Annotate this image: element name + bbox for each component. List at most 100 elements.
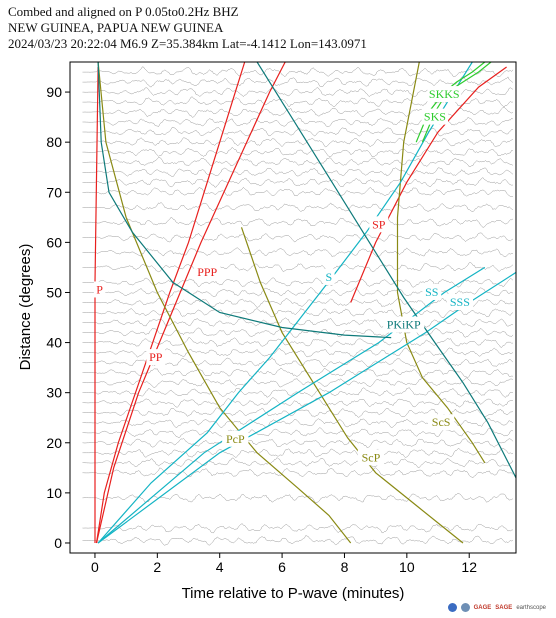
phase-curve-ppp [95, 62, 286, 544]
seismic-trace-27 [82, 201, 513, 213]
y-tick-label: 70 [46, 184, 62, 200]
phase-label-bg [427, 86, 462, 103]
phase-label-scp: ScP [357, 449, 385, 466]
phase-label-sp: SP [369, 216, 389, 233]
seismic-trace-34 [82, 126, 513, 137]
phase-label-text: PcP [226, 432, 245, 446]
seismic-trace-6 [82, 437, 514, 448]
seismic-trace-29 [82, 177, 513, 188]
seismic-trace-22 [82, 277, 514, 288]
seismic-trace-18 [82, 317, 513, 328]
seismic-trace-7 [82, 427, 513, 438]
axes: 0 2 4 6 8 10 12 0 10 20 30 40 50 60 70 80 90 [46, 84, 477, 575]
seismic-trace-17 [82, 327, 514, 338]
x-tick-label: 10 [399, 559, 415, 575]
phase-curve-ss [97, 266, 486, 544]
phase-curve-pkikp [97, 62, 392, 339]
y-tick-label: 30 [46, 385, 62, 401]
phase-label-bg [446, 293, 474, 310]
x-tick-label: 4 [216, 559, 224, 575]
seismic-trace-5 [82, 448, 514, 458]
x-tick-label: 2 [153, 559, 161, 575]
phase-label-bg [422, 283, 442, 300]
x-tick-label: 8 [341, 559, 349, 575]
seismic-trace-2 [82, 492, 514, 503]
globe-logo-icon [460, 603, 470, 612]
seismic-trace-35 [82, 116, 514, 127]
seismic-trace-30 [82, 167, 514, 177]
phase-curve-pcp [97, 62, 352, 544]
y-tick-label: 0 [54, 535, 62, 551]
y-axis-label: Distance (degrees) [17, 244, 34, 371]
y-tick-label: 90 [46, 84, 62, 100]
phase-label-sks: SKS [421, 108, 449, 125]
phase-label-bg [222, 430, 249, 447]
y-tick-label: 10 [46, 485, 62, 501]
seismic-trace-26 [82, 217, 514, 228]
earthscope-logo-text: earthscope [516, 604, 546, 611]
phase-label-skks: SKKS [427, 86, 462, 103]
x-tick-label: 0 [91, 559, 99, 575]
phase-label-bg [427, 414, 455, 431]
phase-label-pcp: PcP [222, 430, 249, 447]
phase-label-text: ScS [432, 415, 451, 429]
seismic-trace-12 [82, 377, 513, 388]
phase-label-bg [323, 268, 335, 285]
phase-curve-sdiff [256, 62, 516, 479]
phase-label-text: PKiKP [387, 318, 421, 332]
plot-frame [69, 61, 517, 554]
y-tick-label: 20 [46, 435, 62, 451]
phase-label-s: S [323, 268, 335, 285]
phase-label-bg [369, 216, 389, 233]
phase-label-scs: ScS [427, 414, 455, 431]
phase-curve-sp [350, 66, 507, 303]
phase-label-text: ScP [362, 450, 381, 464]
phase-label-text: SP [372, 217, 386, 231]
phase-label-bg [194, 263, 221, 280]
phase-label-bg [146, 349, 166, 366]
header-line-3: 2024/03/23 20:22:04 M6.9 Z=35.384km Lat=… [8, 36, 367, 51]
footer-logos: GAGE SAGE earthscope [447, 603, 546, 612]
seismic-trace-10 [82, 397, 513, 408]
phase-label-bg [357, 449, 385, 466]
y-tick-label: 40 [46, 335, 62, 351]
phase-curves [94, 62, 516, 544]
x-tick-label: 12 [461, 559, 477, 575]
seismic-trace-36 [82, 106, 514, 118]
header-line-1: Combed and aligned on P 0.05to0.2Hz BHZ [8, 4, 239, 19]
seismic-trace-24 [82, 247, 513, 258]
phase-label-text: SKKS [429, 87, 460, 101]
phase-label-pp: PP [146, 349, 166, 366]
seismic-trace-13 [82, 367, 513, 378]
phase-curve-scp [240, 227, 464, 544]
seismic-trace-1 [82, 523, 513, 534]
phase-label-ss: SS [422, 283, 442, 300]
phase-label-p: P [93, 281, 106, 298]
seismic-trace-16 [82, 337, 513, 348]
seismic-trace-25 [82, 232, 514, 243]
phase-label-text: SS [425, 285, 438, 299]
seismic-trace-40 [82, 66, 514, 78]
seismic-trace-0 [82, 535, 514, 546]
header-line-2: NEW GUINEA, PAPUA NEW GUINEA [8, 20, 224, 35]
gage-logo-text: GAGE [473, 604, 492, 611]
phase-curve-scs [396, 62, 486, 464]
phase-label-pkikp: PKiKP [383, 316, 425, 333]
phase-curve-p [94, 66, 99, 543]
phase-label-text: P [96, 282, 103, 296]
seismic-trace-14 [82, 357, 514, 368]
phase-curve-pp [95, 62, 246, 544]
y-tick-label: 60 [46, 234, 62, 250]
phase-label-text: S [326, 270, 333, 284]
seismic-trace-33 [82, 137, 513, 148]
phase-label-text: SKS [424, 110, 446, 124]
y-tick-label: 80 [46, 134, 62, 150]
sage-logo-text: SAGE [495, 604, 513, 611]
phase-label-text: PPP [197, 265, 217, 279]
seismic-trace-3 [82, 467, 514, 478]
x-tick-label: 6 [278, 559, 286, 575]
seismic-trace-4 [82, 457, 514, 468]
seismic-trace-28 [82, 187, 513, 197]
